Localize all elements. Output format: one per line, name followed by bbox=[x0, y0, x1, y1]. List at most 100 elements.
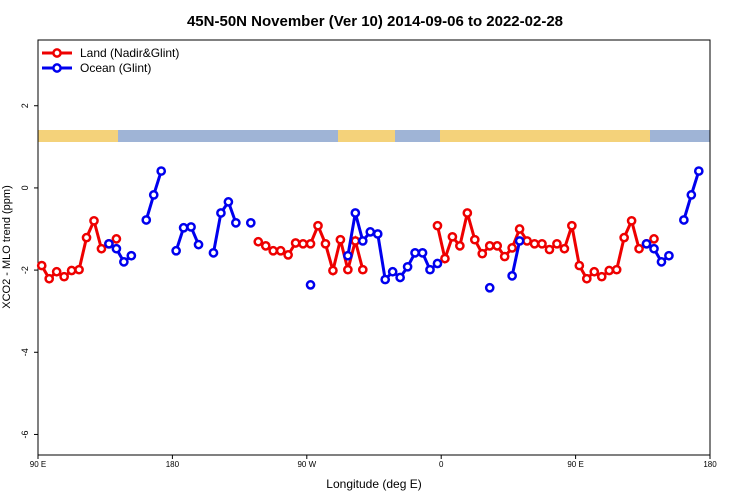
data-point bbox=[552, 238, 562, 249]
y-axis-label: XCO2 - MLO trend (ppm) bbox=[1, 185, 13, 308]
data-point bbox=[589, 266, 600, 277]
data-point bbox=[432, 258, 443, 269]
chart-title: 45N-50N November (Ver 10) 2014-09-06 to … bbox=[187, 13, 563, 30]
legend-marker bbox=[52, 48, 62, 58]
map-strip bbox=[38, 130, 710, 142]
data-point bbox=[357, 264, 368, 275]
data-point bbox=[208, 247, 219, 258]
land-strip bbox=[38, 130, 118, 142]
data-point bbox=[148, 190, 159, 200]
data-point bbox=[81, 232, 92, 243]
data-point bbox=[74, 264, 84, 275]
data-point bbox=[335, 234, 346, 245]
data-point bbox=[313, 220, 323, 231]
data-point bbox=[223, 197, 234, 207]
legend-label: Ocean (Glint) bbox=[80, 61, 151, 75]
data-point bbox=[141, 215, 152, 225]
data-point bbox=[410, 247, 420, 258]
data-point bbox=[320, 238, 331, 249]
data-point bbox=[611, 264, 622, 275]
data-point bbox=[484, 282, 495, 293]
data-point bbox=[522, 236, 532, 246]
data-point bbox=[111, 243, 122, 254]
data-point bbox=[357, 236, 368, 246]
data-point bbox=[126, 250, 137, 261]
data-point bbox=[469, 234, 480, 245]
data-point bbox=[425, 264, 435, 275]
x-tick-label: 90 E bbox=[567, 460, 583, 469]
data-point bbox=[574, 260, 585, 271]
data-point bbox=[44, 273, 55, 284]
data-point bbox=[679, 215, 689, 225]
data-point bbox=[499, 251, 510, 262]
x-tick-label: 0 bbox=[439, 460, 444, 469]
data-point bbox=[298, 238, 308, 249]
data-point bbox=[477, 248, 488, 259]
x-tick-label: 180 bbox=[166, 460, 180, 469]
plot-frame bbox=[37, 39, 711, 456]
data-point bbox=[186, 222, 196, 232]
data-point bbox=[529, 238, 540, 249]
data-point bbox=[492, 241, 503, 251]
data-point bbox=[343, 264, 353, 275]
legend-label: Land (Nadir&Glint) bbox=[80, 46, 179, 60]
data-point bbox=[440, 253, 450, 264]
data-point bbox=[290, 238, 301, 248]
y-tick-label: 2 bbox=[20, 103, 30, 108]
data-point bbox=[350, 208, 361, 218]
data-point bbox=[231, 217, 241, 228]
data-point bbox=[402, 261, 413, 272]
data-point bbox=[350, 236, 361, 246]
data-point bbox=[156, 166, 167, 176]
data-point bbox=[649, 243, 659, 254]
data-point bbox=[619, 232, 629, 243]
data-point bbox=[544, 244, 555, 255]
data-point bbox=[245, 217, 256, 228]
data-point bbox=[365, 227, 376, 237]
data-point bbox=[268, 245, 279, 256]
data-point bbox=[372, 229, 383, 239]
data-point bbox=[36, 260, 47, 271]
data-point bbox=[507, 271, 517, 281]
data-point bbox=[178, 222, 189, 233]
data-point bbox=[119, 257, 129, 267]
data-point bbox=[343, 250, 353, 261]
data-point bbox=[686, 190, 697, 200]
data-point bbox=[51, 266, 62, 277]
y-tick-label: 0 bbox=[20, 185, 30, 190]
y-tick-label: -2 bbox=[20, 266, 30, 274]
data-point bbox=[216, 208, 226, 218]
data-point bbox=[656, 257, 667, 267]
data-point bbox=[305, 280, 316, 290]
data-point bbox=[462, 208, 473, 218]
data-point bbox=[193, 239, 204, 250]
land-strip bbox=[440, 130, 650, 142]
data-point bbox=[559, 243, 570, 254]
x-tick-label: 90 W bbox=[297, 460, 316, 469]
y-tick-label: -6 bbox=[20, 430, 30, 438]
data-point bbox=[604, 265, 615, 276]
data-point bbox=[514, 236, 525, 246]
data-point bbox=[664, 250, 674, 261]
data-point bbox=[305, 238, 316, 249]
data-point bbox=[626, 215, 637, 226]
y-tick-label: -4 bbox=[20, 348, 30, 356]
data-point bbox=[447, 231, 458, 242]
data-point bbox=[171, 245, 181, 256]
data-point bbox=[537, 238, 547, 249]
data-point bbox=[596, 271, 607, 282]
data-point bbox=[328, 265, 338, 276]
data-point bbox=[111, 234, 122, 244]
data-point bbox=[507, 243, 517, 253]
data-point bbox=[455, 241, 465, 251]
data-point bbox=[641, 238, 652, 249]
data-point bbox=[59, 271, 69, 282]
land-strip bbox=[338, 130, 395, 142]
legend-marker bbox=[52, 63, 62, 73]
data-point bbox=[581, 273, 592, 284]
data-point bbox=[693, 166, 704, 176]
data-point bbox=[380, 274, 391, 285]
data-point bbox=[89, 215, 99, 226]
